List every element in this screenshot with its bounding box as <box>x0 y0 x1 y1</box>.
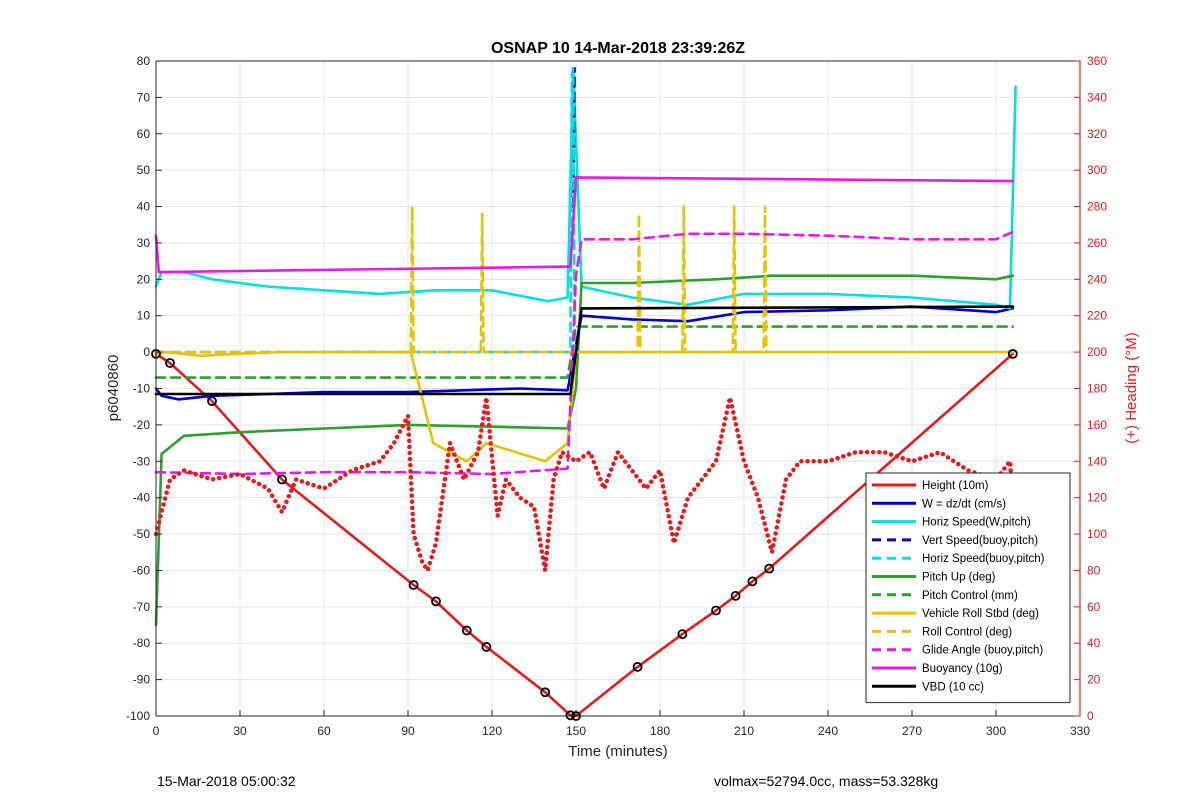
x-tick-label: 330 <box>1070 724 1090 738</box>
x-tick-label: 270 <box>902 724 922 738</box>
x-tick-label: 240 <box>818 724 838 738</box>
y2-axis-label: (+) Heading (°M) <box>1123 332 1140 443</box>
y2-tick-label: 260 <box>1087 236 1107 250</box>
y2-tick-label: 160 <box>1087 418 1107 432</box>
y-tick-label: -80 <box>133 636 151 650</box>
legend-entry-label: Horiz Speed(buoy,pitch) <box>922 553 1045 565</box>
x-tick-label: 30 <box>233 724 247 738</box>
y-tick-label: 10 <box>137 309 151 323</box>
axes: 0 30 60 90 120 150 180 210 240 270 300 330-100-90-8… <box>126 54 1107 738</box>
y2-tick-label: 300 <box>1087 163 1107 177</box>
y-tick-label: -90 <box>133 673 151 687</box>
y-tick-label: -40 <box>133 491 151 505</box>
dive-marker-point <box>730 591 741 601</box>
x-tick-label: 90 <box>401 724 415 738</box>
x-axis-label: Time (minutes) <box>568 743 667 760</box>
dive-marker-point <box>540 687 551 698</box>
y-tick-label: 0 <box>143 345 150 359</box>
y2-tick-label: 100 <box>1087 527 1107 541</box>
legend-entry-label: Pitch Control (mm) <box>922 590 1018 602</box>
legend-entry-label: Roll Control (deg) <box>922 626 1012 638</box>
legend-entry-label: Vehicle Roll Stbd (deg) <box>922 608 1039 620</box>
y-tick-label: 30 <box>137 236 151 250</box>
dive-marker-point <box>711 605 721 616</box>
y2-tick-label: 360 <box>1087 54 1107 68</box>
y2-tick-label: 240 <box>1087 272 1107 286</box>
x-tick-label: 210 <box>734 724 754 738</box>
dive-marker-point <box>207 396 217 407</box>
dive-marker-point <box>764 563 775 574</box>
dive-marker-point <box>677 629 688 639</box>
legend: Height (10m) W = dz/dt (cm/s) Horiz Speed(… <box>865 472 1071 704</box>
y2-tick-label: 20 <box>1087 673 1101 687</box>
y-tick-label: -10 <box>133 382 151 396</box>
footer-timestamp: 15-Mar-2018 05:00:32 <box>157 773 296 789</box>
footer-volmax-mass: volmax=52794.0cc, mass=53.328kg <box>714 773 939 789</box>
y-tick-label: -20 <box>133 418 151 432</box>
y-tick-label: 60 <box>137 127 151 141</box>
y2-tick-label: 180 <box>1087 382 1107 396</box>
x-tick-label: 0 <box>153 724 160 738</box>
legend-entry-label: Glide Angle (buoy,pitch) <box>922 645 1043 657</box>
x-tick-label: 60 <box>317 724 331 738</box>
x-tick-label: 120 <box>482 724 502 738</box>
series-line-6 <box>154 325 1015 379</box>
y2-tick-label: 200 <box>1087 345 1107 359</box>
dive-marker-point <box>747 576 758 587</box>
y2-tick-label: 0 <box>1087 709 1094 723</box>
dive-marker-point <box>408 580 419 590</box>
chart-title: OSNAP 10 14-Mar-2018 23:39:26Z <box>491 40 745 57</box>
series-line-8 <box>154 205 768 354</box>
y2-tick-label: 220 <box>1087 309 1107 323</box>
y2-tick-label: 80 <box>1087 563 1101 577</box>
x-tick-label: 300 <box>986 724 1006 738</box>
y-tick-label: 40 <box>137 200 151 214</box>
dive-marker-point <box>431 596 441 607</box>
series-line-10 <box>154 176 1015 274</box>
legend-entry-label: W = dz/dt (cm/s) <box>922 498 1006 510</box>
series-line-11 <box>154 305 1015 396</box>
y-tick-label: -100 <box>126 709 150 723</box>
y-axis-label: p6040860 <box>105 355 122 422</box>
dive-marker-point <box>565 710 576 721</box>
x-tick-label: 150 <box>566 724 586 738</box>
y2-tick-label: 60 <box>1087 600 1101 614</box>
dive-marker-point <box>1007 348 1018 359</box>
y-tick-label: 80 <box>137 54 151 68</box>
x-tick-label: 180 <box>650 724 670 738</box>
y-tick-label: -30 <box>133 454 151 468</box>
y2-tick-label: 320 <box>1087 127 1107 141</box>
y-tick-label: -50 <box>133 527 151 541</box>
legend-entry-label: Height (10m) <box>922 480 989 492</box>
dive-marker-point <box>461 625 472 636</box>
dive-marker-point <box>165 358 175 368</box>
series-line-5 <box>154 274 1015 627</box>
dive-marker-point <box>277 474 287 485</box>
y-tick-label: 70 <box>137 90 151 104</box>
legend-entry-label: Pitch Up (deg) <box>922 572 996 584</box>
y2-tick-label: 280 <box>1087 200 1107 214</box>
legend-entry-label: Buoyancy (10g) <box>922 663 1003 675</box>
dive-marker-point <box>481 642 492 652</box>
legend-entry-label: Horiz Speed(W,pitch) <box>922 517 1031 529</box>
legend-entry-label: VBD (10 cc) <box>922 681 984 693</box>
y-tick-label: 50 <box>137 163 151 177</box>
legend-entry-label: Vert Speed(buoy,pitch) <box>922 535 1038 547</box>
legend-box <box>865 472 1071 704</box>
series-line-2 <box>154 67 1017 310</box>
y-tick-label: 20 <box>137 272 151 286</box>
y2-tick-label: 120 <box>1087 491 1107 505</box>
dive-marker-point <box>632 662 643 672</box>
y-tick-label: -70 <box>133 600 151 614</box>
y-tick-label: -60 <box>133 563 151 577</box>
series-line-12 <box>153 395 1016 573</box>
series-line-1 <box>154 305 1015 401</box>
y2-tick-label: 140 <box>1087 454 1107 468</box>
y2-tick-label: 340 <box>1087 90 1107 104</box>
y2-tick-label: 40 <box>1087 636 1101 650</box>
